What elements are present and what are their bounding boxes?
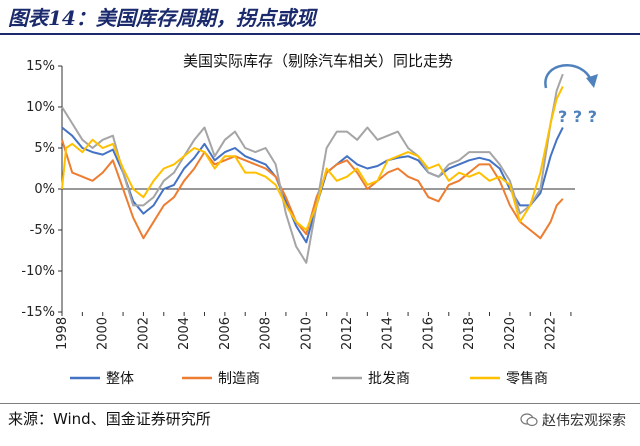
watermark-text: 赵伟宏观探索 <box>542 413 626 429</box>
x-tick-label: 2000 <box>96 317 111 350</box>
x-tick-label: 2012 <box>340 317 355 350</box>
turning-point-arrow <box>544 64 594 89</box>
source-divider <box>0 403 640 404</box>
legend-label-1: 整体 <box>106 371 134 387</box>
legend-label-2: 制造商 <box>218 371 260 387</box>
legend-label-4: 零售商 <box>506 371 548 387</box>
x-tick-label: 1998 <box>55 317 70 350</box>
figure-title: 图表14：美国库存周期，拐点或现 <box>8 6 316 30</box>
x-tick-label: 2022 <box>544 317 559 350</box>
y-tick-label: 15% <box>26 59 55 74</box>
x-tick-label: 2002 <box>136 317 151 350</box>
x-tick-label: 2018 <box>462 317 477 350</box>
y-tick-label: 10% <box>26 100 55 115</box>
inventory-chart: 美国实际库存（剔除汽车相关）同比走势 -15% -10% -5% 0% 5% 10% 15%… <box>21 52 598 387</box>
legend-label-3: 批发商 <box>368 371 410 387</box>
x-tick-label: 2006 <box>218 317 233 350</box>
y-tick-label: -10% <box>21 264 55 279</box>
series-line-3 <box>61 73 564 264</box>
series-line-4 <box>61 86 564 231</box>
series-line-2 <box>61 139 564 240</box>
x-tick-label: 2004 <box>177 317 192 350</box>
chart-title: 美国实际库存（剔除汽车相关）同比走势 <box>183 52 453 70</box>
source-note: 来源：Wind、国金证券研究所 <box>8 410 211 428</box>
title-divider <box>0 33 640 35</box>
x-tick-label: 2008 <box>259 317 274 350</box>
y-tick-label: 0% <box>34 182 55 197</box>
y-tick-label: 5% <box>34 141 55 156</box>
y-tick-label: -15% <box>21 305 55 320</box>
y-tick-label: -5% <box>30 223 55 238</box>
watermark: 赵伟宏观探索 <box>520 410 626 430</box>
x-tick-label: 2016 <box>421 317 436 350</box>
plot-area: -15% -10% -5% 0% 5% 10% 15% 1998 2000 2002 2004 200… <box>21 59 598 350</box>
legend: 整体 制造商 批发商 零售商 <box>70 371 548 387</box>
x-tick-label: 2014 <box>381 317 396 350</box>
arrow-head <box>586 74 598 88</box>
question-marks: ? ? ? <box>558 107 597 126</box>
wechat-icon <box>520 413 538 427</box>
x-tick-label: 2010 <box>299 317 314 350</box>
x-tick-label: 2020 <box>503 317 518 350</box>
